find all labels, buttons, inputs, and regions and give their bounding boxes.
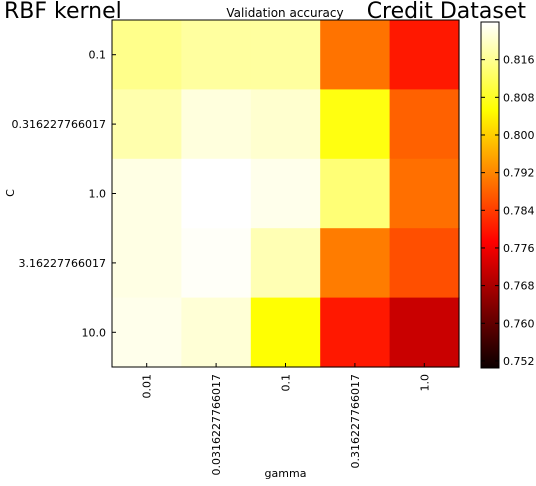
x-tick-label: 0.1: [280, 374, 293, 392]
kernel-label: RBF kernel: [4, 0, 122, 24]
y-tick-label: 0.1: [89, 49, 107, 62]
heatmap-cell: [250, 20, 321, 90]
heatmap-cell: [112, 89, 182, 160]
heatmap-cell: [181, 158, 252, 229]
colorbar-tick-label: 0.768: [503, 280, 535, 293]
chart-title: Validation accuracy: [226, 6, 343, 20]
heatmap-cell: [250, 158, 321, 229]
heatmap-cell: [250, 297, 321, 368]
x-tick-label: 0.0316227766017: [210, 374, 223, 475]
colorbar-tick-label: 0.784: [503, 204, 535, 217]
heatmap-cell: [389, 158, 460, 229]
y-axis-label: C: [4, 189, 17, 197]
colorbar-tick-label: 0.760: [503, 317, 535, 330]
heatmap-cell: [112, 20, 182, 90]
colorbar-tick-label: 0.800: [503, 129, 535, 142]
colorbar-tick-label: 0.752: [503, 355, 535, 368]
heatmap-cell: [389, 228, 460, 299]
heatmap-cell: [320, 158, 391, 229]
heatmap-cell: [181, 297, 252, 368]
y-tick-label: 1.0: [89, 188, 107, 201]
heatmap-cell: [112, 228, 182, 299]
x-tick-labels: 0.01 0.0316227766017 0.1 0.316227766017 1.0: [141, 363, 431, 475]
y-tick-labels: 0.1 0.316227766017 1.0 3.16227766017 10.0: [12, 49, 116, 339]
colorbar-tick-label: 0.808: [503, 91, 535, 104]
y-tick-label: 10.0: [82, 326, 107, 339]
colorbar-tick-label: 0.816: [503, 54, 535, 67]
heatmap-cells: [112, 20, 460, 368]
heatmap-cell: [320, 297, 391, 368]
heatmap-cell: [112, 158, 182, 229]
dataset-label: Credit Dataset: [366, 0, 526, 24]
heatmap-cell: [181, 228, 252, 299]
colorbar-tick-label: 0.792: [503, 167, 535, 180]
colorbar-ticks: 0.752 0.760 0.768 0.776 0.784 0.792 0.800 0.808…: [481, 54, 535, 368]
heatmap-cell: [181, 89, 252, 160]
heatmap-cell: [320, 228, 391, 299]
x-tick-label: 1.0: [418, 374, 431, 392]
heatmap-cell: [112, 297, 182, 368]
heatmap-cell: [181, 20, 252, 90]
colorbar-tick-label: 0.776: [503, 242, 535, 255]
heatmap-cell: [320, 89, 391, 160]
colorbar: [480, 21, 500, 369]
y-tick-label: 3.16227766017: [19, 257, 106, 270]
y-tick-label: 0.316227766017: [12, 118, 106, 131]
x-tick-label: 0.01: [141, 374, 154, 399]
heatmap-cell: [389, 20, 460, 90]
x-tick-label: 0.316227766017: [349, 374, 362, 468]
heatmap-cell: [389, 89, 460, 160]
x-axis-label: gamma: [265, 467, 307, 480]
heatmap-cell: [320, 20, 391, 90]
heatmap-cell: [250, 228, 321, 299]
heatmap-cell: [250, 89, 321, 160]
heatmap-cell: [389, 297, 460, 368]
